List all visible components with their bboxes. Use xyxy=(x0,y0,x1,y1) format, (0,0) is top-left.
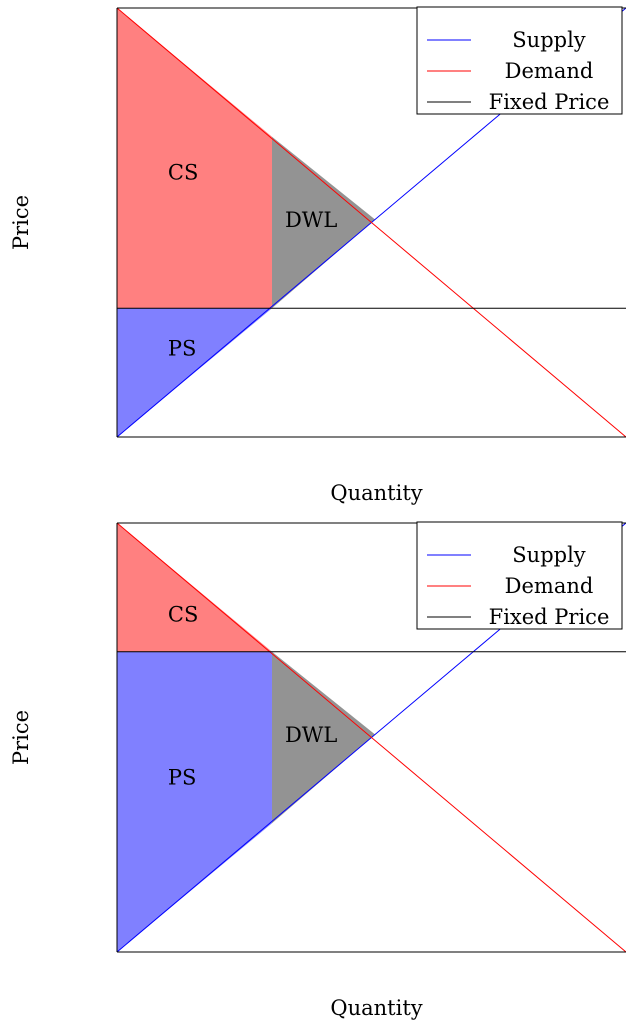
x-axis-label: Quantity xyxy=(330,481,422,505)
region-ps xyxy=(117,651,272,952)
legend-box xyxy=(416,6,623,115)
chart-2: CS DWL PS Supply Demand Fixed Price Quantity Pr… xyxy=(9,521,626,1020)
legend-label-fixed-price: Fixed Price xyxy=(489,90,610,114)
region-dwl xyxy=(271,136,376,309)
region-ps xyxy=(117,308,272,437)
region-cs xyxy=(117,8,272,309)
y-axis-label: Price xyxy=(9,195,33,250)
legend-label-supply: Supply xyxy=(512,543,586,567)
legend-label-demand: Demand xyxy=(505,59,594,83)
region-dwl xyxy=(271,651,376,824)
y-axis-label: Price xyxy=(9,710,33,765)
region-label-ps: PS xyxy=(168,336,197,360)
region-label-dwl: DWL xyxy=(285,208,337,232)
region-label-cs: CS xyxy=(168,161,198,185)
plot-area xyxy=(117,523,626,952)
region-cs xyxy=(117,523,272,652)
legend-label-fixed-price: Fixed Price xyxy=(489,605,610,629)
x-axis-label: Quantity xyxy=(330,996,422,1020)
legend: Supply Demand Fixed Price xyxy=(416,6,623,115)
plot-area xyxy=(117,8,626,437)
legend-label-demand: Demand xyxy=(505,574,594,598)
legend-label-supply: Supply xyxy=(512,28,586,52)
region-label-dwl: DWL xyxy=(285,723,337,747)
series-demand-line xyxy=(117,8,626,437)
series-demand-line xyxy=(117,523,626,952)
region-label-cs: CS xyxy=(168,603,198,627)
chart-1: CS DWL PS Supply Demand Fixed Price Quantity Pr… xyxy=(9,6,626,505)
region-label-ps: PS xyxy=(168,766,197,790)
legend-box xyxy=(416,521,623,630)
legend: Supply Demand Fixed Price xyxy=(416,521,623,630)
